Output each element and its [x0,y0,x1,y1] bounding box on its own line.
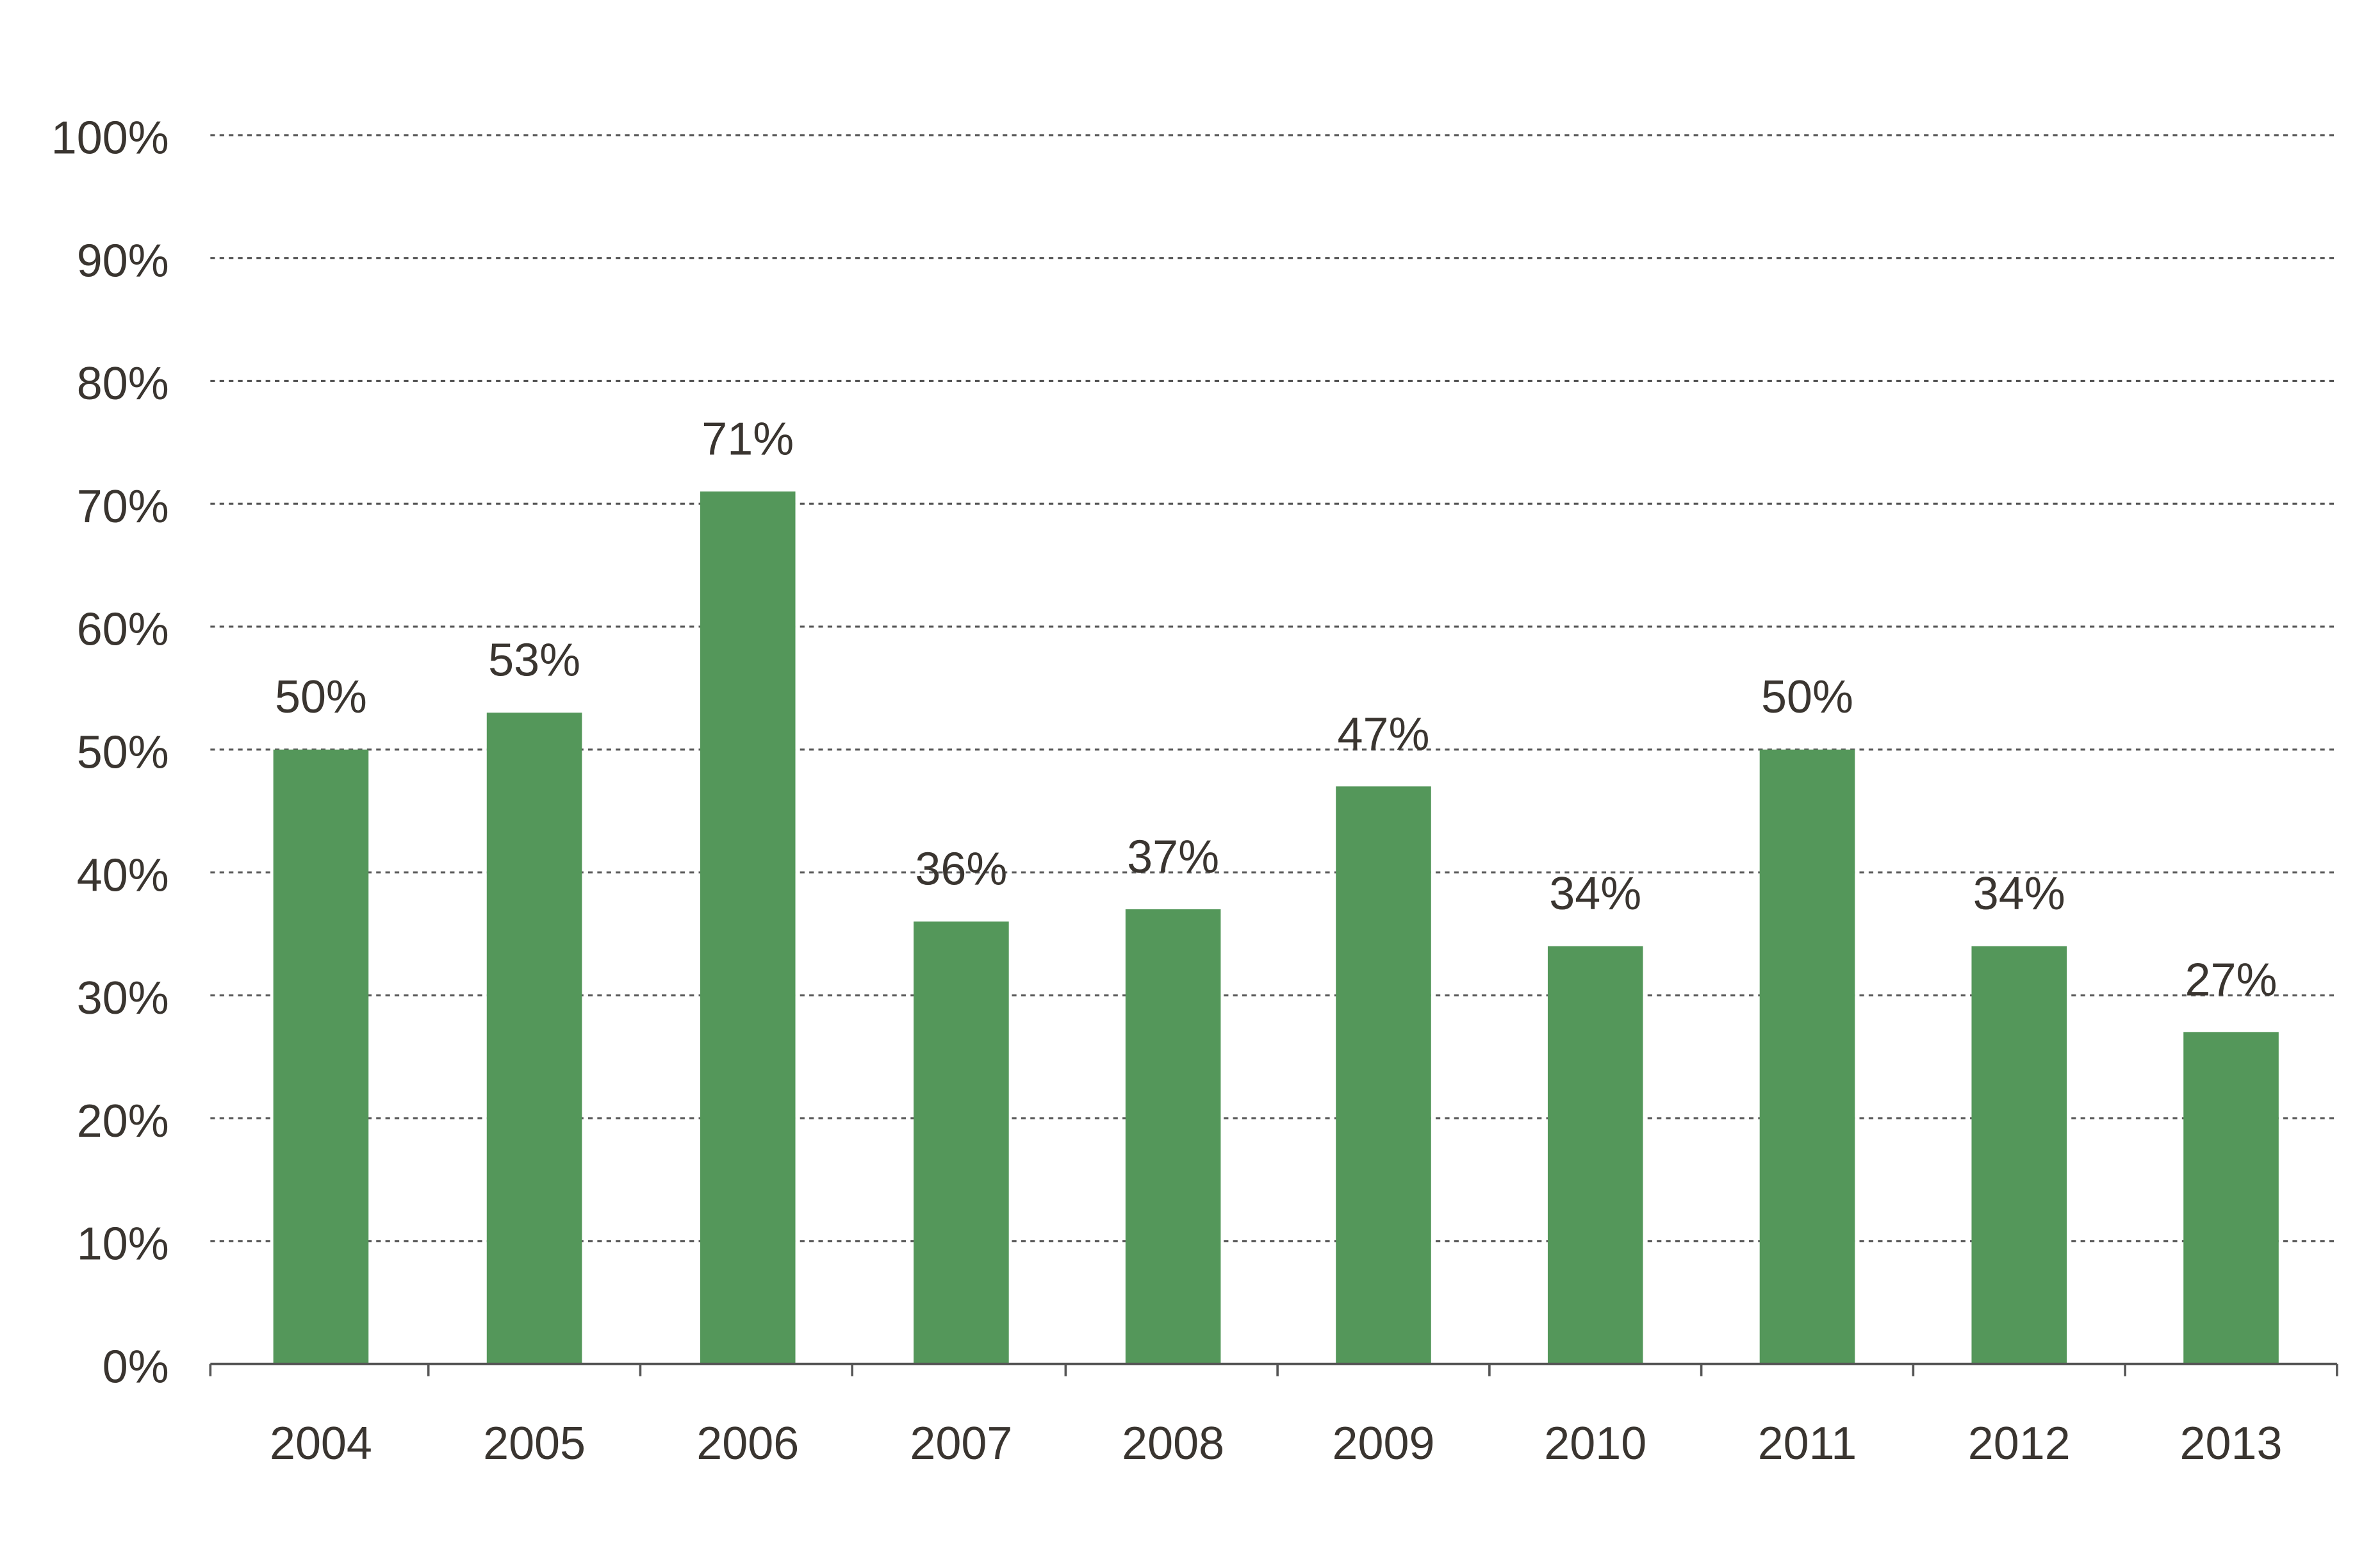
data-label: 71% [702,414,794,465]
data-label: 47% [1338,709,1430,760]
y-tick-label: 20% [77,1096,169,1147]
y-tick-label: 70% [77,481,169,532]
y-tick-label: 40% [77,850,169,901]
x-tick-label: 2006 [696,1418,799,1469]
y-tick-label: 30% [77,973,169,1024]
data-label: 50% [275,672,367,723]
data-label: 50% [1761,672,1853,723]
y-tick-label: 80% [77,358,169,409]
y-tick-label: 100% [51,113,169,164]
data-label: 34% [1549,868,1641,920]
x-tick-label: 2004 [270,1418,372,1469]
bar-2005 [486,713,582,1364]
data-label: 53% [488,635,580,686]
x-tick-label: 2010 [1544,1418,1646,1469]
bar-2007 [914,921,1009,1364]
y-tick-label: 0% [103,1341,169,1392]
x-tick-label: 2008 [1122,1418,1224,1469]
bar-2013 [2183,1032,2279,1364]
bars [273,491,2279,1364]
data-label: 34% [1973,868,2065,920]
y-tick-label: 90% [77,235,169,286]
y-tick-label: 60% [77,604,169,656]
bar-2008 [1125,909,1221,1364]
y-axis-tick-labels: 0% 10% 20% 30% 40% 50% 60% 70% 80% 90% 100% [51,113,169,1393]
x-tick-label: 2007 [910,1418,1012,1469]
data-label: 36% [915,844,1007,895]
y-tick-label: 10% [77,1219,169,1270]
y-tick-label: 50% [77,727,169,779]
data-label: 37% [1127,832,1219,883]
bar-2010 [1547,946,1643,1364]
bar-2009 [1336,786,1431,1364]
x-tick-label: 2012 [1968,1418,2071,1469]
x-axis: 2004 2005 2006 2007 2008 2009 2010 2011 2012 2013 [209,1362,2338,1469]
bar-2004 [273,749,369,1364]
data-labels: 50% 53% 71% 36% 37% 47% 34% 50% 34% 27% [275,414,2277,1006]
bar-2012 [1971,946,2067,1364]
x-tick-label: 2009 [1333,1418,1435,1469]
bar-2006 [700,491,796,1364]
x-tick-label: 2011 [1758,1418,1857,1469]
bar-2011 [1759,749,1855,1364]
data-label: 27% [2185,954,2277,1005]
x-tick-label: 2005 [483,1418,586,1469]
x-tick-label: 2013 [2180,1418,2283,1469]
